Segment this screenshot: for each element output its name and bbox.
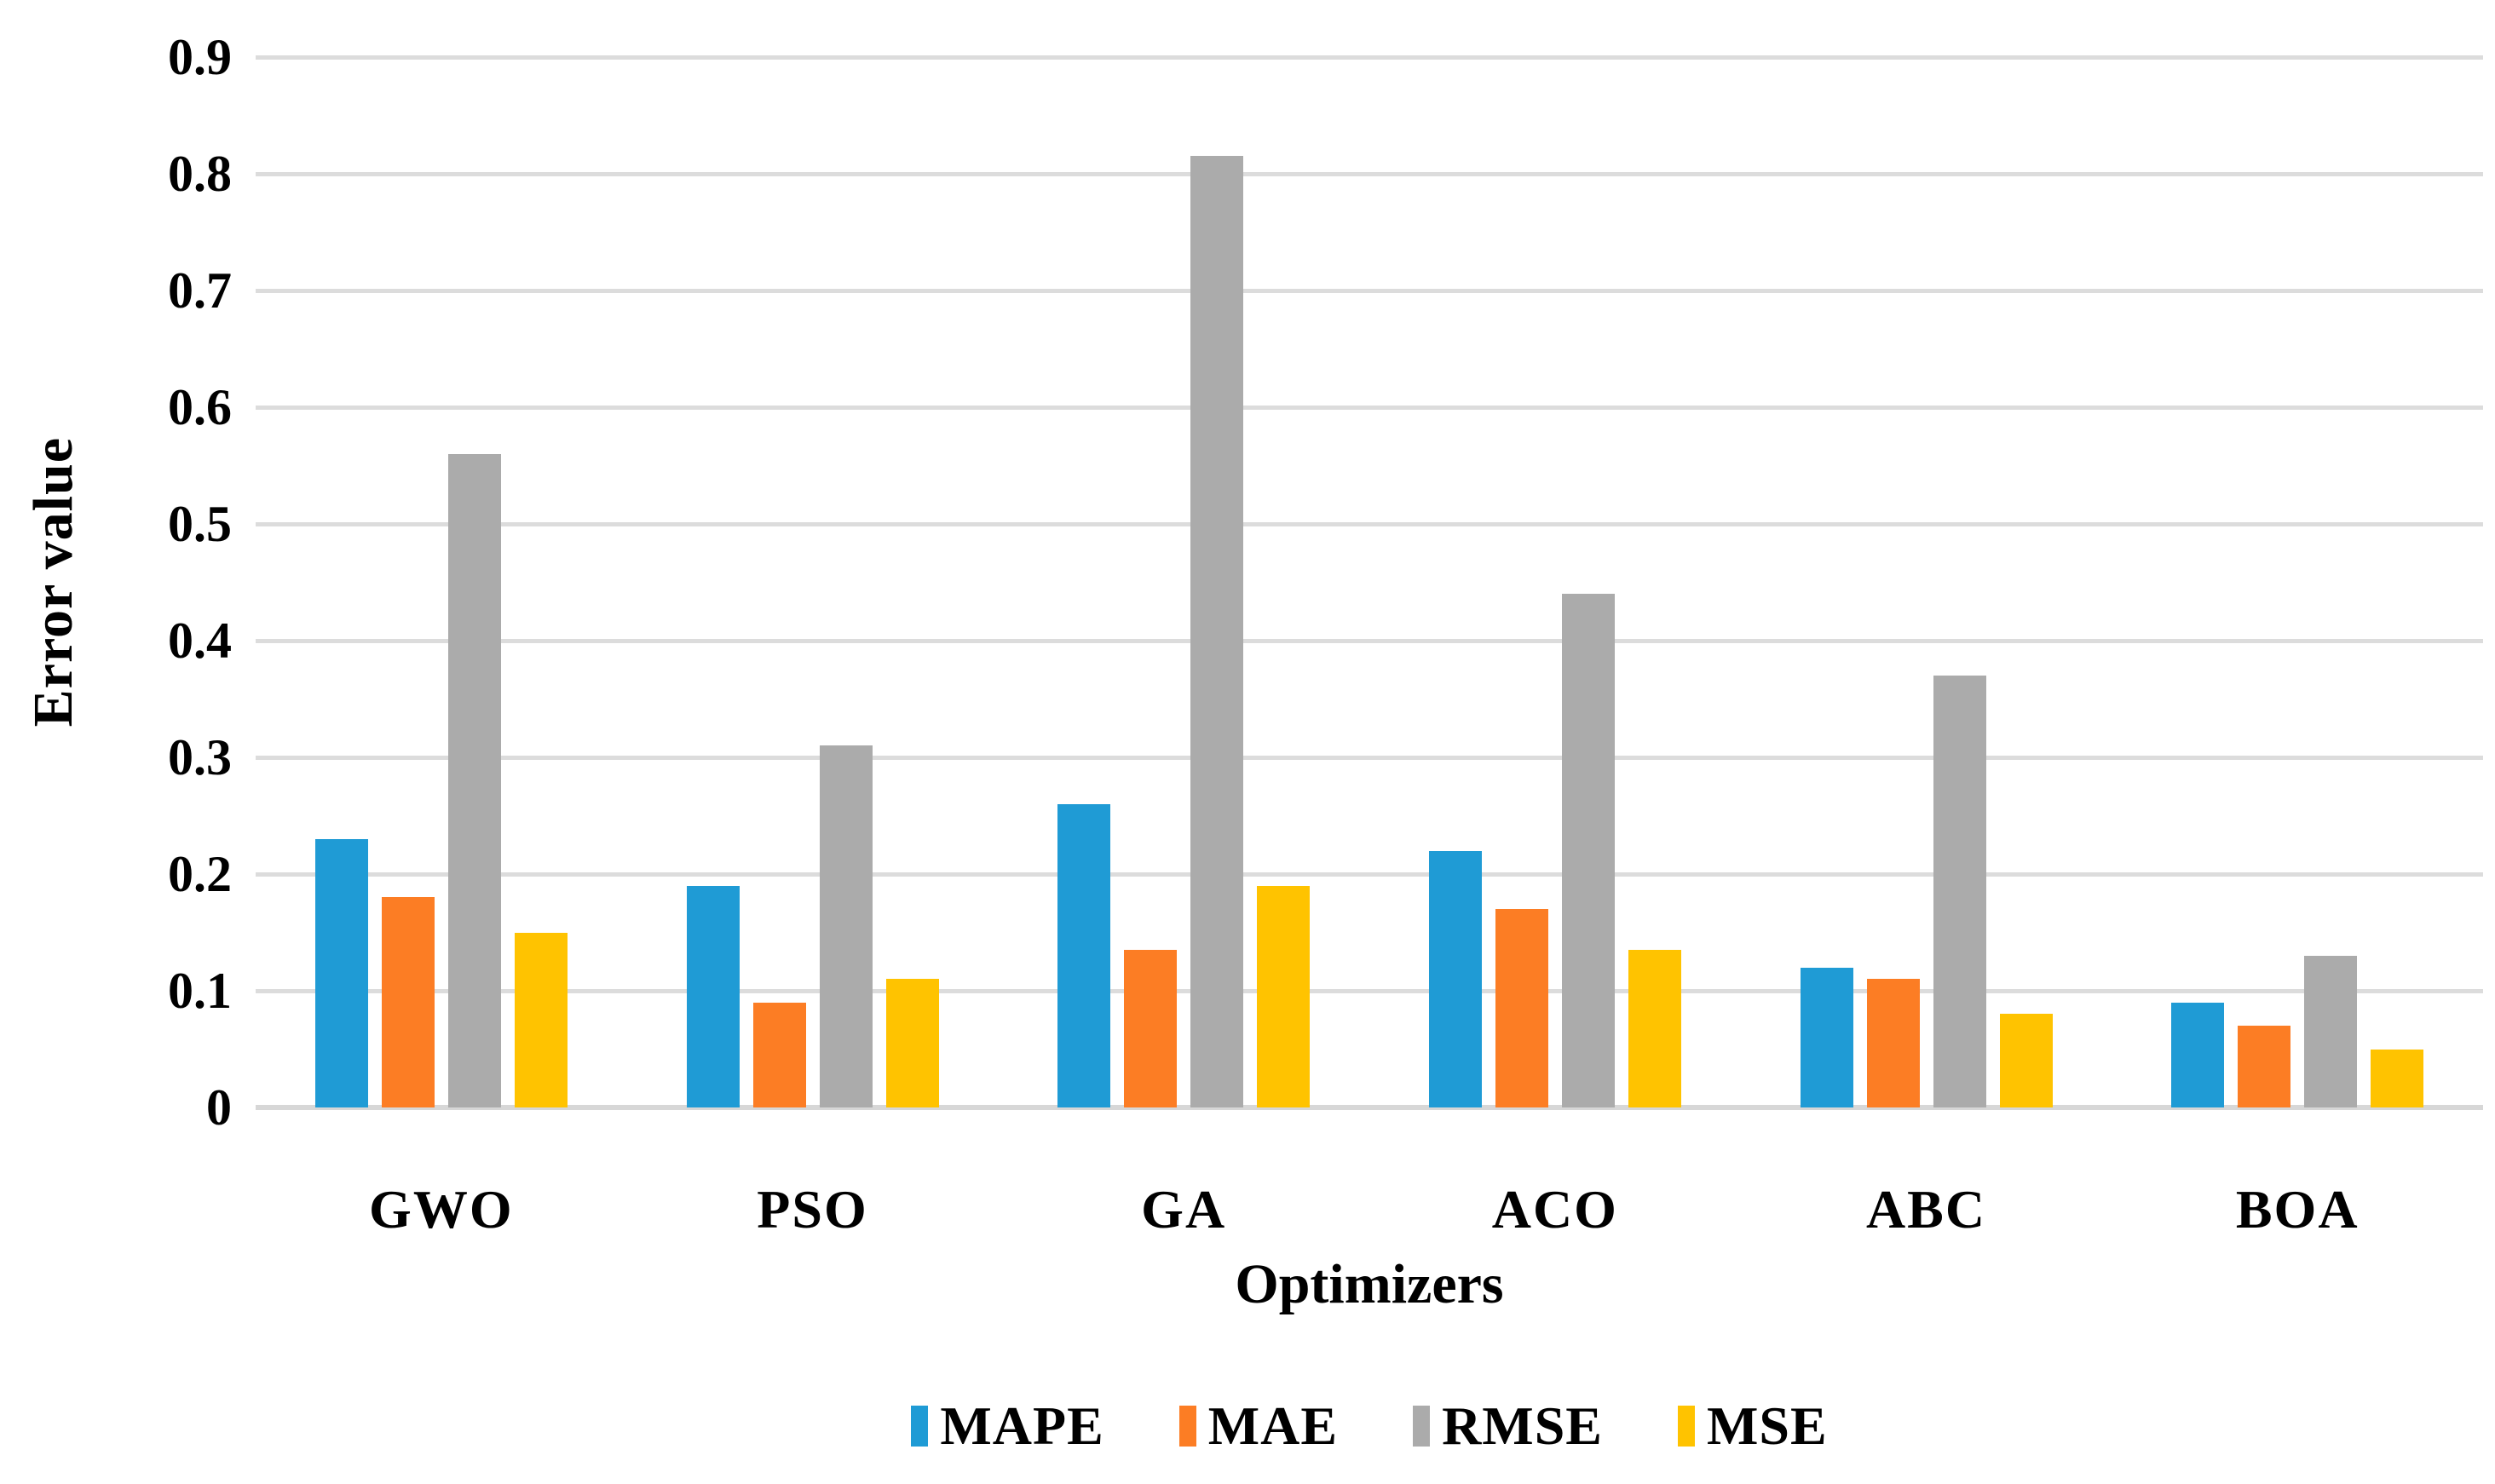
y-axis-tick-label: 0.2: [168, 846, 232, 903]
bar-rmse-gwo: [447, 453, 501, 1107]
bar-mse-abc: [1999, 1014, 2053, 1107]
gridline: [256, 522, 2483, 526]
legend-item-rmse: RMSE: [1413, 1399, 1603, 1453]
bar-mse-pso: [885, 979, 939, 1107]
gridline: [256, 872, 2483, 877]
bar-mape-abc: [1800, 967, 1853, 1107]
gridline: [256, 55, 2483, 60]
x-axis-label-ga: GA: [1141, 1179, 1227, 1240]
x-axis: GWO PSO GA ACO ABC BOA: [256, 1180, 2483, 1240]
bar-rmse-abc: [1933, 676, 1986, 1107]
legend-swatch-rmse: [1413, 1406, 1431, 1447]
bar-mae-ga: [1124, 950, 1178, 1107]
legend-label-mse: MSE: [1706, 1395, 1828, 1456]
x-axis-label-gwo: GWO: [369, 1179, 514, 1240]
bar-mae-abc: [1866, 979, 1920, 1107]
y-axis-tick-label: 0.4: [168, 613, 232, 670]
legend-swatch-mse: [1677, 1406, 1695, 1447]
y-axis: 0 0.1 0.2 0.3 0.4 0.5 0.6 0.7 0.8 0.9: [0, 32, 232, 1133]
gridline: [256, 172, 2483, 177]
bar-group-pso: [627, 57, 999, 1107]
x-axis-label-pso: PSO: [757, 1179, 868, 1240]
bar-rmse-pso: [819, 745, 873, 1107]
gridline: [256, 289, 2483, 293]
legend-label-mae: MAE: [1207, 1395, 1339, 1456]
legend-swatch-mae: [1178, 1406, 1196, 1447]
y-axis-tick-label: 0: [206, 1079, 232, 1136]
bar-mae-pso: [752, 1002, 806, 1107]
bar-rmse-ga: [1190, 156, 1244, 1107]
gridline: [256, 639, 2483, 644]
x-axis-label-aco: ACO: [1491, 1179, 1618, 1240]
plot-area: [256, 55, 2483, 1110]
gridline: [256, 406, 2483, 411]
bar-group-gwo: [256, 57, 627, 1107]
bar-mape-gwo: [314, 838, 368, 1107]
bar-rmse-boa: [2304, 955, 2358, 1107]
bar-mse-ga: [1257, 885, 1311, 1107]
bar-rmse-aco: [1561, 594, 1615, 1107]
bar-groups: [256, 57, 2483, 1107]
x-axis-label-abc: ABC: [1865, 1179, 1987, 1240]
legend: MAPE MAE RMSE MSE: [256, 1387, 2483, 1465]
y-axis-tick-label: 0.5: [168, 496, 232, 552]
legend-swatch-mape: [911, 1406, 929, 1447]
x-axis-title: Optimizers: [1235, 1253, 1504, 1315]
bar-mse-gwo: [514, 932, 568, 1107]
bar-group-aco: [1369, 57, 1741, 1107]
legend-item-mape: MAPE: [911, 1399, 1103, 1453]
legend-label-rmse: RMSE: [1442, 1395, 1603, 1456]
bar-group-ga: [998, 57, 1369, 1107]
bar-group-boa: [2112, 57, 2483, 1107]
legend-item-mae: MAE: [1178, 1395, 1339, 1456]
bar-mse-aco: [1628, 950, 1681, 1107]
bar-mse-boa: [2371, 1049, 2424, 1107]
y-axis-tick-label: 0.1: [168, 963, 232, 1020]
x-axis-label-boa: BOA: [2235, 1179, 2360, 1240]
gridline: [256, 989, 2483, 994]
bar-mape-boa: [2171, 1002, 2225, 1107]
gridline: [256, 756, 2483, 761]
bar-mape-ga: [1057, 803, 1111, 1107]
y-axis-tick-label: 0.8: [168, 146, 232, 203]
y-axis-tick-label: 0.6: [168, 379, 232, 435]
y-axis-tick-label: 0.3: [168, 729, 232, 785]
y-axis-tick-label: 0.9: [168, 29, 232, 85]
bar-mae-boa: [2238, 1026, 2291, 1107]
y-axis-tick-label: 0.7: [168, 262, 232, 319]
legend-item-mse: MSE: [1677, 1395, 1828, 1456]
bar-mape-aco: [1428, 850, 1482, 1107]
bar-mae-gwo: [381, 897, 435, 1107]
bar-group-abc: [1741, 57, 2112, 1107]
bar-mae-aco: [1495, 909, 1548, 1107]
bar-mape-pso: [686, 885, 740, 1107]
legend-label-mape: MAPE: [940, 1395, 1104, 1456]
x-axis-baseline: [256, 1105, 2483, 1110]
